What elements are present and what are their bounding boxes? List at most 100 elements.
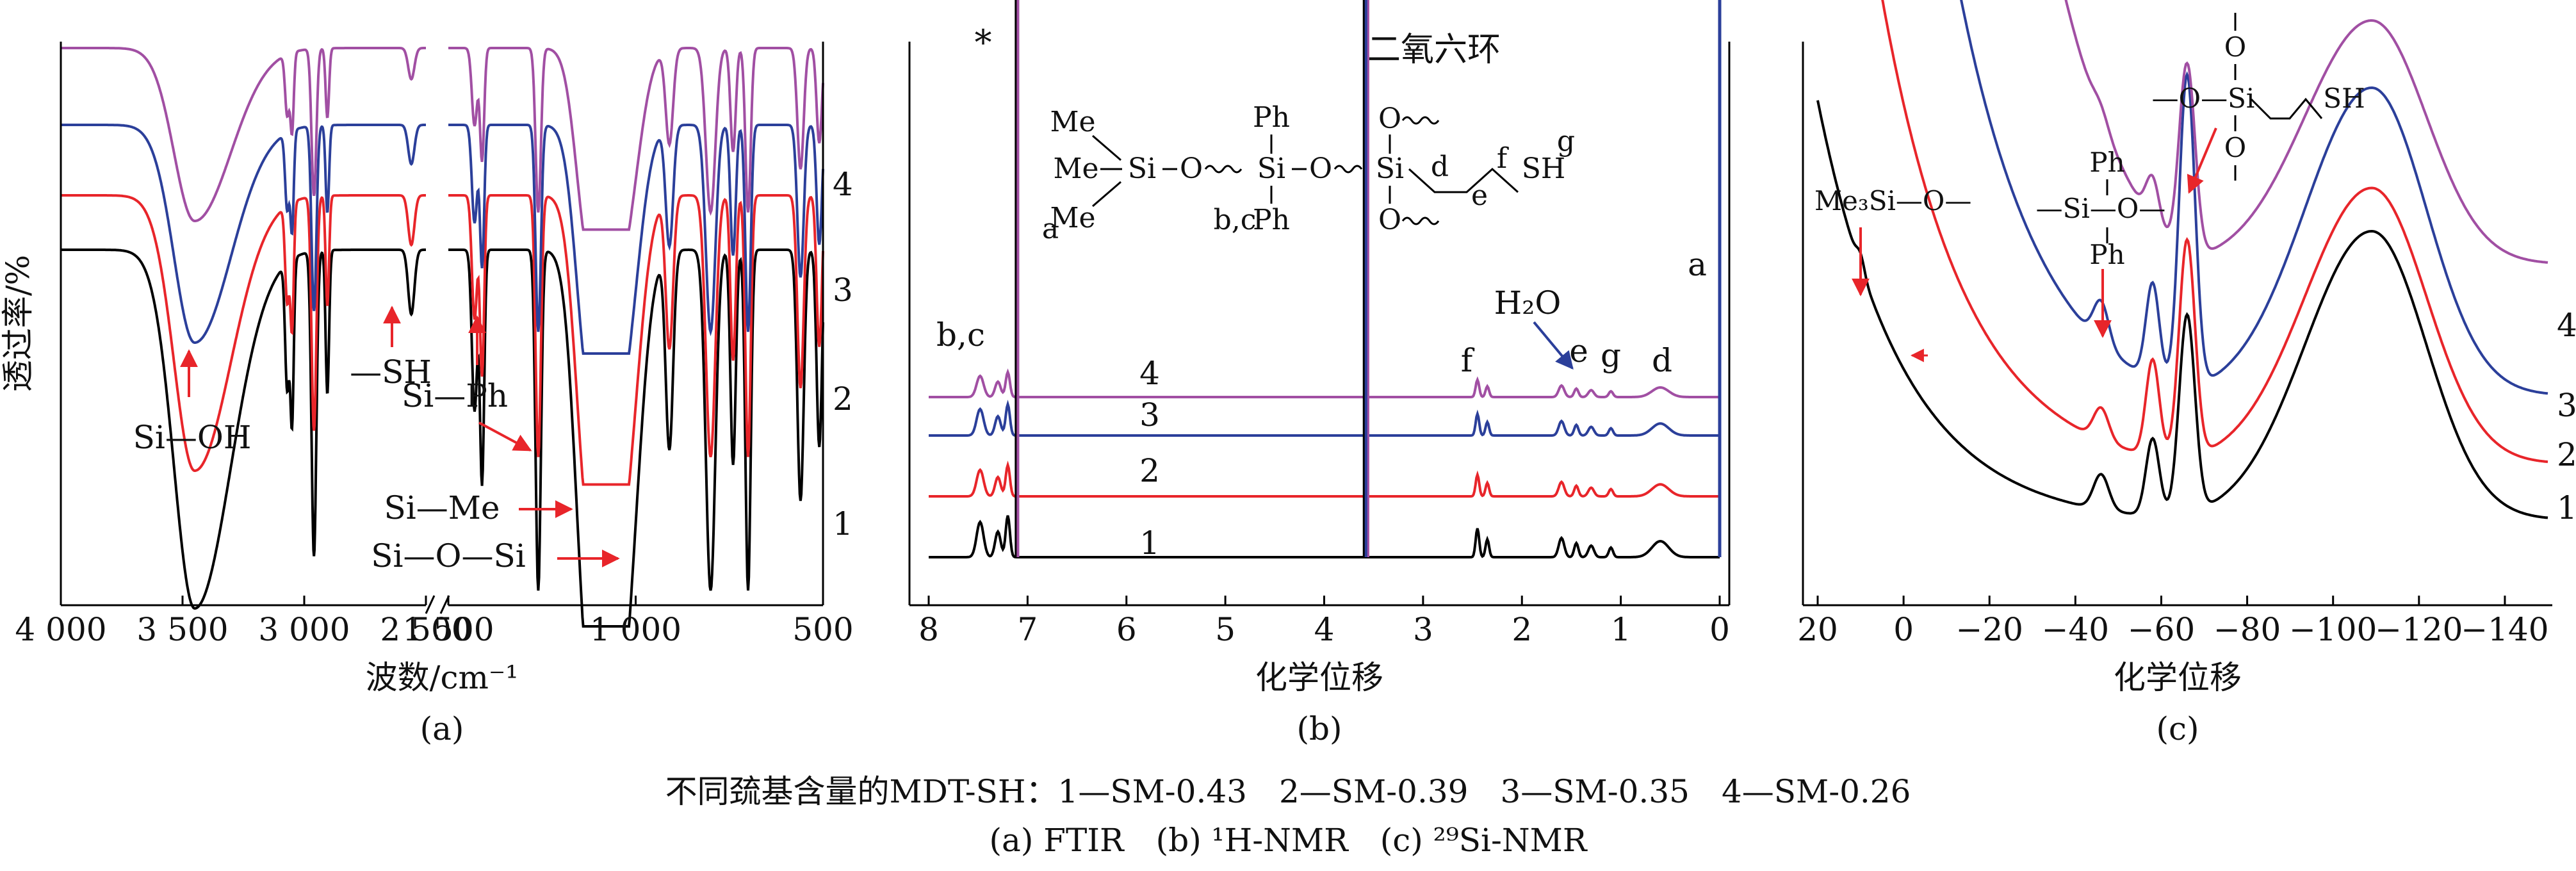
panel-b-series-label-4: 4 [1139,355,1160,392]
h2o-arrow [1533,321,1574,370]
svg-text:Me: Me [1050,202,1095,234]
panel-a-series-label-1: 1 [833,505,853,542]
panel-c: 20 0 −20 −40 −60 −80 −100−120−140 化学位移 (c) 4 3… [1797,0,2576,747]
svg-text:SH: SH [1522,152,1566,185]
peak-label-e: e [1569,332,1588,370]
panel-c-structures: Me₃Si—O— Ph —Si—O— Ph O —O—Si SH O [1814,13,2365,362]
hnmr-series-3 [929,400,1720,437]
svg-text:O: O [1180,152,1203,185]
panel-c-xtick-label: −120 [2375,611,2463,648]
si-me-label: Si—Me [384,489,500,526]
panel-a-xtick-label: 1 500 [402,611,494,648]
panel-c-xtick-label: 0 [1893,611,1914,648]
panel-b-structure: Me Me Me a Si O Ph Si Ph b,c O O Si O [1042,101,1575,245]
peak-label-dioxane: 二氧六环 [1367,31,1501,69]
hnmr-series-2 [929,460,1720,498]
hnmr-series-1 [929,515,1720,558]
panel-a-xtick-label: 500 [792,611,853,648]
sinmr-series-2 [1881,0,2548,464]
panel-a-spectra [61,47,824,628]
ftir-series-1 [448,248,824,628]
panel-b-xtick-label: 2 [1512,611,1532,648]
panel-c-axes [1802,42,2552,606]
panel-c-xtick-label: −100 [2289,611,2377,648]
panel-a-xtick-label: 4 000 [15,611,106,648]
svg-text:f: f [1497,142,1509,175]
panel-c-xlabel: 化学位移 [2114,659,2242,696]
svg-text:g: g [1557,125,1575,158]
ftir-series-3 [448,124,824,355]
peak-label-d: d [1652,342,1672,379]
panel-c-series-label-4: 4 [2557,307,2576,344]
panel-a-xtick-label: 3 500 [136,611,228,648]
panel-b-xticks: 8 7 6 5 4 3 2 1 0 [918,596,1730,648]
si-oh-label: Si—OH [133,419,252,456]
ftir-series-2 [61,194,426,472]
svg-text:Ph: Ph [2089,239,2124,270]
sinmr-series-3 [1960,0,2548,395]
si-o-si-label: Si—O—Si [371,537,525,574]
peak-label-f: f [1461,342,1475,379]
panel-b-xtick-label: 6 [1116,611,1137,648]
svg-text:d: d [1431,151,1449,183]
caption-line-1: 不同巯基含量的MDT-SH：1—SM-0.43 2—SM-0.39 3—SM-0… [665,773,1911,810]
peak-label-h2o: H₂O [1494,284,1561,322]
panel-b-xtick-label: 3 [1413,611,1433,648]
panel-b-xtick-label: 1 [1611,611,1631,648]
svg-text:e: e [1471,179,1488,212]
panel-b-xtick-label: 4 [1314,611,1335,648]
panel-c-xticks: 20 0 −20 −40 −60 −80 −100−120−140 [1797,596,2549,648]
svg-text:—O—Si: —O—Si [2152,83,2255,114]
panel-a-annotations: Si—OH —SH Si—Ph Si—Me Si—O—Si [133,305,620,574]
panel-b-panel-label: (b) [1296,710,1342,747]
svg-text:O: O [2224,132,2246,163]
peak-label-g: g [1601,337,1621,374]
panel-b-series-label-3: 3 [1139,396,1160,434]
svg-text:Me: Me [1050,106,1095,138]
panel-c-xtick-label: −60 [2128,611,2196,648]
svg-text:Ph: Ph [2089,147,2124,178]
panel-a-xtick-label: 1 000 [590,611,681,648]
panel-c-xtick-label: −140 [2461,611,2548,648]
panel-a-series-label-4: 4 [833,166,853,203]
si-ph-arrow-b [478,421,532,452]
svg-text:Si: Si [1257,152,1285,185]
hnmr-series-4 [929,368,1720,398]
panel-c-series-label-1: 1 [2557,489,2576,526]
peak-label-star: * [975,22,992,63]
peak-label-a: a [1688,246,1707,283]
svg-text:SH: SH [2323,83,2365,114]
ftir-series-1 [61,248,426,610]
svg-text:Si: Si [1128,152,1156,185]
svg-text:a: a [1042,213,1059,245]
panel-b-spectra [929,0,1722,558]
svg-text:Me₃Si—O—: Me₃Si—O— [1814,185,1971,216]
panel-c-series-label-3: 3 [2557,387,2576,424]
panel-c-xtick-label: −20 [1955,611,2023,648]
peak-label-bc: b,c [936,316,985,354]
svg-text:O: O [1378,102,1401,135]
panel-c-xtick-label: −40 [2042,611,2110,648]
svg-text:O: O [1309,152,1332,185]
svg-text:Ph: Ph [1253,204,1290,236]
sh-label: —SH [350,354,432,391]
panel-a-panel-label: (a) [420,710,464,747]
panel-b-xtick-label: 8 [918,611,939,648]
sinmr-series-4 [2064,0,2548,264]
panel-a-series-label-2: 2 [833,380,853,418]
panel-a-xlabel: 波数/cm⁻¹ [366,659,519,696]
panel-b-series-label-1: 1 [1139,525,1160,562]
svg-text:Si: Si [1376,152,1404,185]
caption-line-2: (a) FTIR (b) ¹H-NMR (c) ²⁹Si-NMR [989,822,1587,859]
panel-a-axes [60,42,824,614]
svg-text:O: O [2224,31,2246,63]
ftir-series-3 [61,124,426,344]
panel-c-xtick-label: −80 [2213,611,2281,648]
svg-text:b,c: b,c [1214,204,1257,236]
panel-a-ylabel: 透过率/% [0,255,37,392]
ftir-series-2 [448,194,824,486]
si-ph-label: Si—Ph [402,377,508,414]
